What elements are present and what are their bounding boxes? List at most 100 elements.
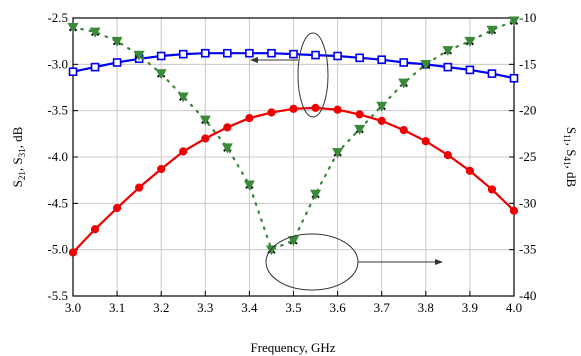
y-left-tick-label: -3.0	[47, 56, 68, 71]
y-left-tick-label: -5.0	[47, 242, 68, 257]
data-point-square	[68, 67, 78, 77]
data-point-circle	[267, 108, 276, 117]
data-point-triangle	[89, 27, 101, 38]
data-point-circle	[443, 151, 452, 160]
y-left-tick-label: -3.5	[47, 103, 68, 118]
data-point-triangle	[310, 189, 322, 200]
y-right-tick-label: -10	[519, 10, 536, 25]
data-point-triangle	[133, 50, 145, 61]
data-point-circle	[68, 248, 78, 257]
y-axis-right: -10 -15 -20 -25 -30 -35 -40	[509, 10, 536, 303]
annotation-right-axis	[265, 233, 443, 291]
data-point-square	[465, 65, 475, 75]
x-axis-label: Frequency, GHz	[250, 340, 335, 355]
y-right-tick-label: -30	[519, 195, 536, 210]
data-point-triangle	[420, 60, 432, 70]
data-point-circle	[377, 116, 386, 125]
data-point-square	[443, 62, 453, 72]
annotation-ellipse-right	[265, 233, 359, 291]
data-point-triangle	[442, 46, 454, 57]
data-point-triangle	[265, 245, 277, 256]
x-tick-label: 3.6	[329, 300, 346, 315]
data-point-triangle	[464, 36, 476, 47]
x-tick-label: 3.0	[65, 300, 81, 315]
data-point-triangle	[486, 25, 498, 36]
data-point-triangle	[111, 36, 123, 47]
data-point-square	[487, 69, 497, 78]
data-point-square	[311, 50, 320, 60]
data-point-circle	[487, 185, 497, 194]
data-point-square	[178, 49, 188, 59]
y-axis-left: -2.5 -3.0 -3.5 -4.0 -4.5 -5.0 -5.5	[47, 10, 78, 303]
x-tick-label: 3.9	[462, 300, 478, 315]
x-axis: 3.0 3.1 3.2 3.3 3.4 3.5 3.6 3.7 3.8 3.9 4.0	[65, 291, 522, 315]
y-axis-label-left: S21, S31, dB	[10, 126, 27, 187]
data-point-circle	[113, 203, 122, 213]
x-tick-label: 4.0	[506, 300, 522, 315]
data-point-square	[90, 62, 100, 72]
x-tick-label: 3.4	[241, 300, 258, 315]
annotation-ellipse-left	[297, 32, 329, 118]
series-0	[68, 48, 519, 83]
y-left-tick-label: -5.5	[47, 288, 68, 303]
data-point-circle	[421, 137, 430, 146]
data-point-circle	[333, 105, 342, 114]
data-point-circle	[355, 110, 364, 119]
data-point-circle	[179, 147, 188, 156]
y-right-tick-label: -25	[519, 149, 536, 164]
data-point-square	[156, 51, 166, 61]
y-axis-label-right: S11, S41, dB	[562, 127, 579, 188]
data-point-triangle	[155, 69, 167, 80]
y-left-tick-label: -4.0	[47, 149, 68, 164]
data-point-triangle	[67, 22, 79, 33]
data-point-square	[509, 73, 519, 83]
data-point-square	[201, 48, 210, 58]
y-right-tick-label: -35	[519, 242, 536, 257]
data-point-circle	[201, 134, 210, 143]
series-layer	[67, 16, 520, 257]
data-point-square	[245, 48, 254, 58]
y-left-tick-label: -4.5	[47, 195, 68, 210]
data-point-square	[223, 48, 232, 58]
annotation-arrowhead-left	[250, 57, 258, 63]
y-right-tick-label: -15	[519, 56, 536, 71]
annotation-arrowhead-right	[435, 259, 443, 265]
data-point-circle	[311, 103, 320, 112]
data-point-circle	[465, 166, 474, 175]
data-point-triangle	[354, 124, 366, 135]
data-point-circle	[399, 126, 408, 135]
x-tick-label: 3.3	[197, 300, 213, 315]
data-point-triangle	[332, 148, 344, 158]
data-point-circle	[135, 183, 144, 192]
x-tick-label: 3.5	[285, 300, 301, 315]
y-left-tick-label: -2.5	[47, 10, 68, 25]
data-point-triangle	[243, 180, 255, 191]
data-point-square	[333, 51, 342, 61]
data-point-circle	[289, 104, 298, 113]
data-point-square	[112, 58, 122, 67]
x-tick-label: 3.8	[418, 300, 434, 315]
data-point-square	[355, 53, 364, 63]
data-point-circle	[223, 123, 232, 132]
series-1	[68, 103, 519, 257]
data-point-triangle	[398, 78, 410, 89]
data-point-triangle	[508, 16, 520, 27]
data-point-triangle	[199, 115, 211, 126]
data-point-triangle	[177, 92, 189, 103]
annotation-left-axis	[250, 32, 329, 118]
x-tick-label: 3.7	[374, 300, 391, 315]
data-point-triangle	[221, 143, 233, 154]
data-point-square	[289, 49, 298, 59]
x-tick-label: 3.1	[109, 300, 125, 315]
y-right-tick-label: -20	[519, 103, 536, 118]
data-point-circle	[245, 113, 254, 123]
y-right-tick-label: -40	[519, 288, 536, 303]
series-3	[67, 16, 520, 256]
data-point-square	[399, 58, 409, 67]
data-point-triangle	[376, 101, 388, 112]
data-point-circle	[157, 164, 166, 174]
x-tick-label: 3.2	[153, 300, 169, 315]
data-point-square	[267, 48, 276, 58]
data-point-circle	[509, 206, 519, 215]
